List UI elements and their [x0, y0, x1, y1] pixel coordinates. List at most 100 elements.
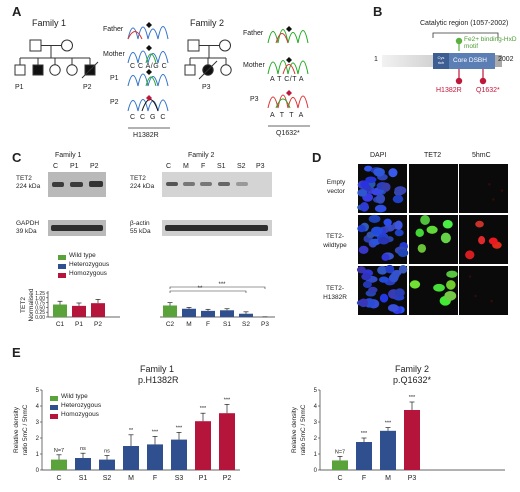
c-sig-bracket-2 [169, 290, 247, 293]
dapi-nucleus [359, 202, 369, 212]
dapi-nucleus [378, 276, 389, 283]
micro-tile-r1-c2 [459, 215, 508, 264]
dapi-nucleus [370, 238, 381, 246]
blot-f2-actin [162, 220, 272, 236]
dapi-nucleus [368, 214, 381, 223]
sequence-f2-mother: A T C/T A [270, 76, 305, 83]
family2-label: Family 2 [190, 18, 225, 28]
e-xtick-label: C [56, 475, 61, 482]
pedigree-f1-patient-2: P2 [83, 84, 92, 91]
trace-label-f2-p3: P3 [250, 96, 259, 103]
5hmc-cell [475, 220, 484, 228]
d-header-dapi: DAPI [370, 152, 387, 159]
c-bar [182, 308, 196, 317]
e-legend-het: Heterozygous [61, 402, 102, 409]
c-xtick-label: P2 [94, 321, 102, 328]
e-bar [195, 421, 211, 470]
dapi-nucleus [357, 189, 368, 197]
c-xtick-label: S2 [242, 321, 250, 328]
sequence-f1-bottom: C C G C [130, 114, 167, 121]
5hmc-cell [465, 250, 475, 260]
micro-tile-r1-c1 [409, 215, 458, 264]
micro-tile-r0-c1 [409, 164, 458, 213]
e-bar [51, 459, 67, 470]
tet2-cell [415, 228, 424, 237]
mutation-f2-label: Q1632* [276, 130, 300, 137]
dapi-nucleus [371, 226, 383, 236]
c-xtick-label: C2 [166, 321, 175, 328]
dapi-nucleus [385, 264, 395, 274]
d-row-tet2-h1382r: TET2-H1382R [323, 285, 347, 301]
dapi-nucleus [397, 248, 409, 258]
core-dsbh-domain [449, 53, 495, 69]
e-bar [123, 446, 139, 470]
5hmc-cell [488, 237, 498, 245]
micro-bg [459, 266, 508, 315]
e-xtick-label: M [128, 475, 134, 482]
fe-motif-marker [455, 37, 463, 45]
e-legend-wt: Wild type [61, 393, 88, 400]
c-lane-f1-p2: P2 [90, 163, 99, 170]
e-legend-hom: Homozygous [61, 411, 99, 418]
d-header-tet2: TET2 [424, 152, 442, 159]
e-bar [380, 430, 396, 470]
panel-letter-c: C [12, 150, 22, 165]
pedigree-f2-patient-3: P3 [202, 84, 211, 91]
tet2-cell [433, 283, 445, 292]
dapi-nucleus [394, 288, 405, 298]
e-ytick-label: 3 [36, 420, 40, 426]
e-ytick-label: 1 [36, 452, 40, 458]
tet2-cell [446, 280, 456, 290]
tet2-protein-diagram [382, 32, 502, 85]
c-legend-hom: Homozygous [69, 270, 107, 277]
e-bar-annotation: *** [200, 406, 207, 412]
5hmc-background-spot [500, 189, 504, 192]
e-ytick-label: 1 [314, 452, 318, 458]
d-row-empty-vector: Empty vector [326, 179, 346, 195]
tet2-cell [426, 225, 438, 234]
pedigree-and-traces [14, 22, 310, 129]
e-ylabel-line1: Relative density [13, 406, 20, 453]
dapi-nucleus [381, 253, 390, 261]
e-bar [147, 444, 163, 470]
e-bar [332, 460, 348, 470]
d-row-tet2-wildtype: TET2-wildtype [323, 233, 347, 249]
dapi-nucleus [361, 273, 371, 281]
e-xtick-label: S1 [79, 475, 88, 482]
c-xtick-label: S1 [223, 321, 231, 328]
dapi-nucleus [375, 193, 386, 204]
c-xtick-label: P1 [75, 321, 83, 328]
c-xtick-label: F [206, 321, 210, 328]
c-ytick-label: 1.25 [35, 291, 45, 297]
micro-tile-r1-c0 [357, 214, 409, 264]
5hmc-background-spot [488, 183, 491, 186]
c-ylabel-line2: Normalised [28, 288, 35, 321]
c-lane-f1-p1: P1 [70, 163, 79, 170]
h1382r-marker [455, 77, 463, 85]
c-xtick-label: P3 [261, 321, 269, 328]
e-ytick-label: 5 [314, 388, 318, 394]
c-lane-f2-f: F [201, 163, 206, 170]
e-ytick-label: 2 [36, 436, 40, 442]
e-bar-annotation: N=7 [54, 448, 64, 454]
trace-label-f1-mother: Mother [103, 51, 125, 58]
e-family1-title: Family 1 [140, 364, 175, 374]
c-actin-label: β-actin [130, 220, 150, 227]
e-ytick-label: 5 [36, 388, 40, 394]
tet2-cell [444, 290, 457, 301]
c-xtick-label: C1 [56, 321, 65, 328]
c-gapdh-size: 39 kDa [16, 228, 37, 235]
blot-f1-tet2 [48, 172, 106, 197]
dapi-nucleus [365, 176, 377, 184]
micro-bg [459, 164, 508, 213]
core-dsbh-label: Core DSBH [453, 57, 487, 64]
c-bar [163, 305, 177, 317]
tet2-cell [417, 243, 427, 253]
e-bar-annotation: ns [104, 449, 110, 455]
e-ylabel-f2-line1: Relative density [291, 406, 298, 453]
e-bar [75, 458, 91, 470]
trace-label-f2-mother: Mother [243, 62, 265, 69]
e-xtick-label: M [385, 475, 391, 482]
